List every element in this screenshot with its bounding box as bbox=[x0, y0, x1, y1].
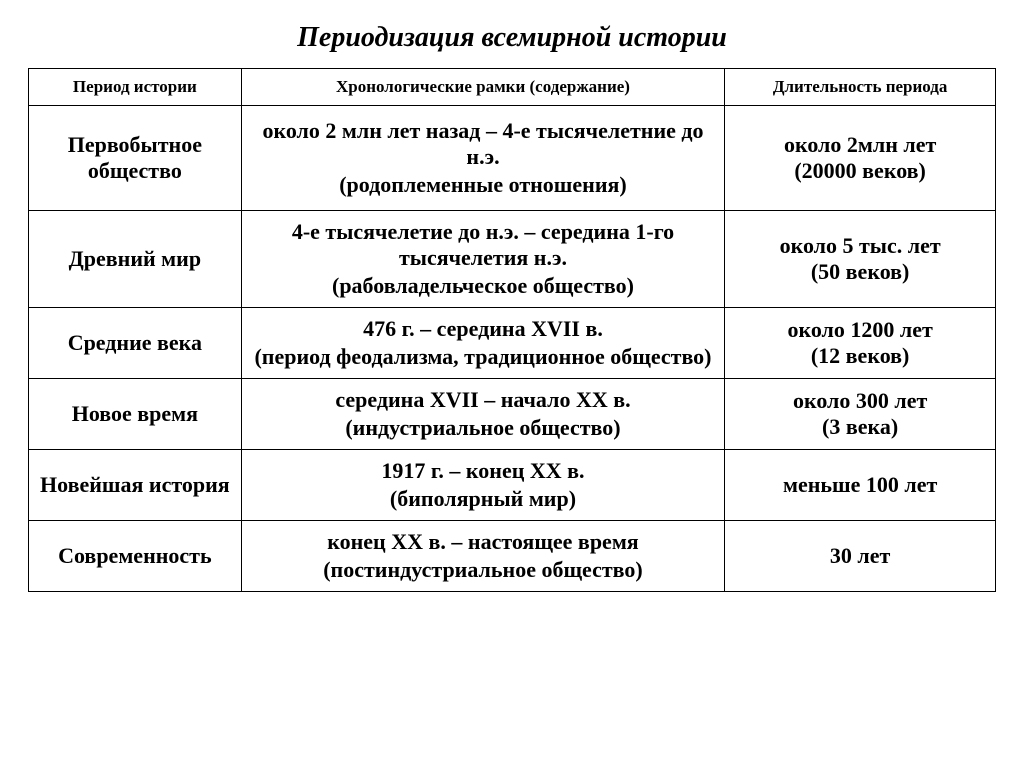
dur-main: около 300 лет bbox=[733, 388, 987, 414]
chron-main: 1917 г. – конец XX в. bbox=[250, 458, 717, 484]
chron-main: 4-е тысячелетие до н.э. – середина 1-го … bbox=[250, 219, 717, 271]
dur-sub: (20000 веков) bbox=[733, 158, 987, 184]
cell-duration: 30 лет bbox=[725, 521, 996, 592]
cell-period: Древний мир bbox=[29, 211, 242, 308]
chron-sub: (рабовладельческое общество) bbox=[250, 273, 717, 299]
table-row: Древний мир 4-е тысячелетие до н.э. – се… bbox=[29, 211, 996, 308]
cell-chron: конец XX в. – настоящее время (постиндус… bbox=[241, 521, 725, 592]
cell-duration: меньше 100 лет bbox=[725, 450, 996, 521]
cell-period: Новое время bbox=[29, 379, 242, 450]
dur-main: около 2млн лет bbox=[733, 132, 987, 158]
cell-period: Современность bbox=[29, 521, 242, 592]
cell-duration: около 300 лет (3 века) bbox=[725, 379, 996, 450]
cell-chron: 1917 г. – конец XX в. (биполярный мир) bbox=[241, 450, 725, 521]
cell-period: Средние века bbox=[29, 308, 242, 379]
cell-chron: 4-е тысячелетие до н.э. – середина 1-го … bbox=[241, 211, 725, 308]
chron-sub: (биполярный мир) bbox=[250, 486, 717, 512]
chron-main: середина XVII – начало XX в. bbox=[250, 387, 717, 413]
dur-main: около 5 тыс. лет bbox=[733, 233, 987, 259]
dur-sub: (12 веков) bbox=[733, 343, 987, 369]
chron-sub: (индустриальное общество) bbox=[250, 415, 717, 441]
periodization-table: Период истории Хронологические рамки (со… bbox=[28, 68, 996, 592]
dur-sub: (50 веков) bbox=[733, 259, 987, 285]
cell-period: Первобытное общество bbox=[29, 106, 242, 211]
table-header-row: Период истории Хронологические рамки (со… bbox=[29, 69, 996, 106]
col-period: Период истории bbox=[29, 69, 242, 106]
cell-chron: середина XVII – начало XX в. (индустриал… bbox=[241, 379, 725, 450]
col-chron: Хронологические рамки (содержание) bbox=[241, 69, 725, 106]
cell-chron: 476 г. – середина XVII в. (период феодал… bbox=[241, 308, 725, 379]
cell-period: Новейшая история bbox=[29, 450, 242, 521]
cell-duration: около 2млн лет (20000 веков) bbox=[725, 106, 996, 211]
cell-chron: около 2 млн лет назад – 4-е тысячелетние… bbox=[241, 106, 725, 211]
cell-duration: около 5 тыс. лет (50 веков) bbox=[725, 211, 996, 308]
chron-sub: (период феодализма, традиционное обществ… bbox=[250, 344, 717, 370]
chron-sub: (родоплеменные отношения) bbox=[250, 172, 717, 198]
chron-sub: (постиндустриальное общество) bbox=[250, 557, 717, 583]
dur-main: меньше 100 лет bbox=[733, 472, 987, 498]
table-row: Средние века 476 г. – середина XVII в. (… bbox=[29, 308, 996, 379]
dur-main: около 1200 лет bbox=[733, 317, 987, 343]
table-row: Современность конец XX в. – настоящее вр… bbox=[29, 521, 996, 592]
table-row: Новейшая история 1917 г. – конец XX в. (… bbox=[29, 450, 996, 521]
table-row: Новое время середина XVII – начало XX в.… bbox=[29, 379, 996, 450]
dur-sub: (3 века) bbox=[733, 414, 987, 440]
table-row: Первобытное общество около 2 млн лет наз… bbox=[29, 106, 996, 211]
chron-main: конец XX в. – настоящее время bbox=[250, 529, 717, 555]
chron-main: 476 г. – середина XVII в. bbox=[250, 316, 717, 342]
dur-main: 30 лет bbox=[733, 543, 987, 569]
chron-main: около 2 млн лет назад – 4-е тысячелетние… bbox=[250, 118, 717, 170]
col-duration: Длительность периода bbox=[725, 69, 996, 106]
page: Периодизация всемирной истории Период ис… bbox=[0, 0, 1024, 592]
cell-duration: около 1200 лет (12 веков) bbox=[725, 308, 996, 379]
page-title: Периодизация всемирной истории bbox=[28, 22, 996, 54]
